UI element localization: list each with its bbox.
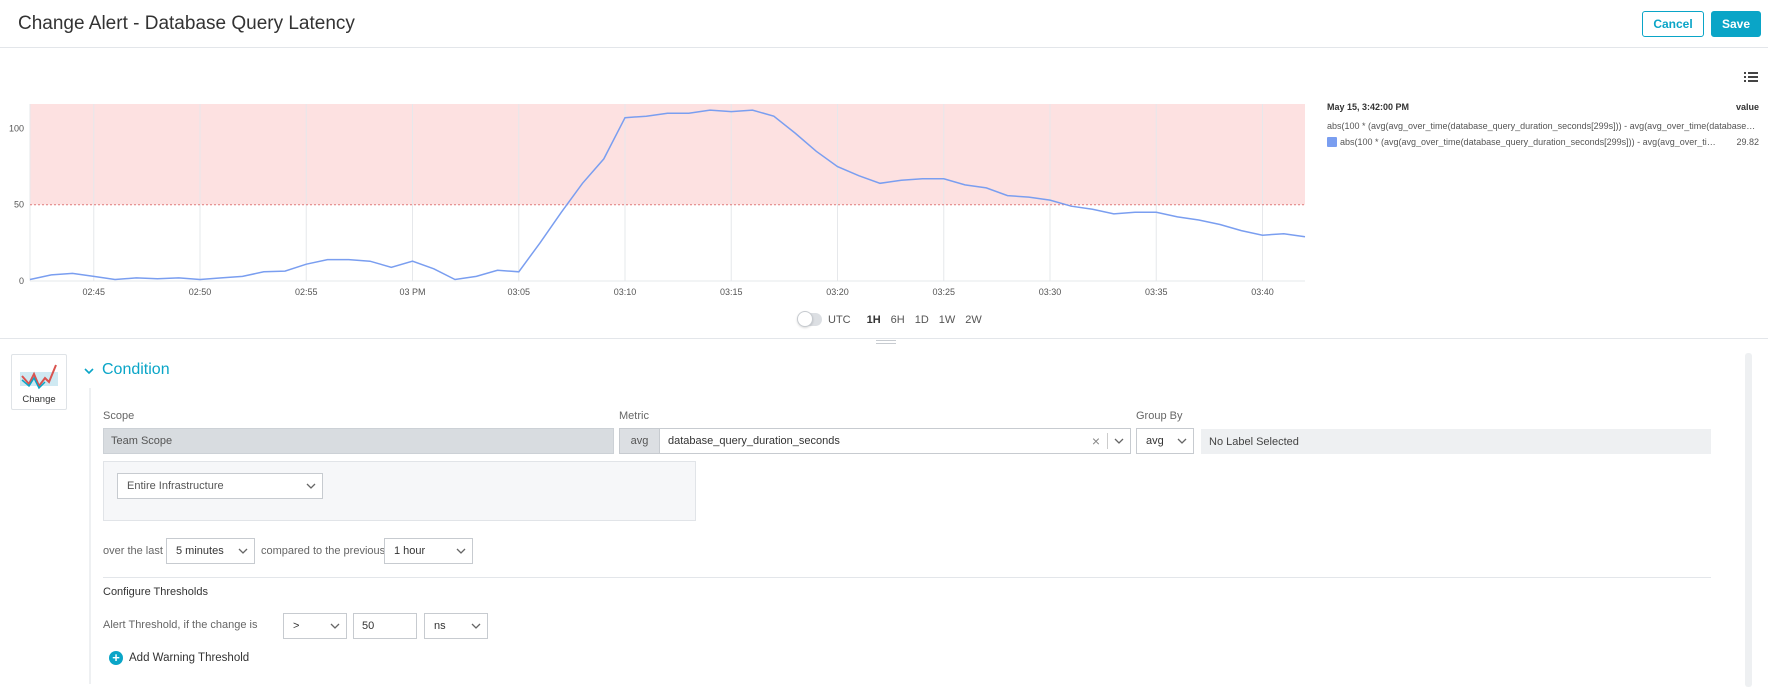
cancel-button[interactable]: Cancel: [1642, 11, 1704, 37]
legend-series-swatch: [1327, 137, 1337, 147]
legend-series-row[interactable]: abs(100 * (avg(avg_over_time(database_qu…: [1327, 134, 1759, 150]
group-by-aggregation[interactable]: avg: [1136, 428, 1194, 454]
metric-label: Metric: [619, 410, 649, 422]
legend-value-header: value: [1735, 102, 1759, 112]
alert-type-card[interactable]: Change: [11, 354, 67, 410]
x-tick-label: 03:05: [507, 287, 530, 297]
x-tick-label: 02:45: [82, 287, 105, 297]
y-tick-label: 50: [14, 200, 24, 210]
x-tick-label: 03:10: [614, 287, 637, 297]
clear-icon[interactable]: ×: [1091, 433, 1101, 449]
metric-aggregation[interactable]: avg: [620, 429, 660, 453]
legend-timestamp: May 15, 3:42:00 PM: [1327, 102, 1410, 112]
chart-legend: May 15, 3:42:00 PM value abs(100 * (avg(…: [1327, 102, 1759, 150]
chevron-down-icon: [306, 483, 316, 489]
infrastructure-select[interactable]: Entire Infrastructure: [117, 473, 323, 499]
change-chart-icon: [20, 364, 58, 390]
over-the-last-label: over the last: [103, 545, 163, 557]
group-by-label: Group By: [1136, 410, 1183, 422]
x-tick-label: 03:15: [720, 287, 743, 297]
chevron-down-icon: [456, 548, 466, 554]
configure-thresholds-title: Configure Thresholds: [103, 586, 208, 598]
x-tick-label: 03:20: [826, 287, 849, 297]
chevron-down-icon: [1177, 438, 1187, 444]
latency-chart[interactable]: 02:45 02:50 02:55 03 PM 03:05 03:10 03:15 03:20…: [0, 90, 1310, 305]
save-button[interactable]: Save: [1711, 11, 1761, 37]
alert-type-label: Change: [22, 394, 56, 405]
range-6h[interactable]: 6H: [890, 313, 905, 326]
scope-label: Scope: [103, 410, 135, 422]
chevron-down-icon[interactable]: [1108, 438, 1130, 445]
range-2w[interactable]: 2W: [965, 313, 982, 326]
chevron-down-icon: [238, 548, 248, 554]
group-by-labels[interactable]: No Label Selected: [1201, 429, 1711, 454]
metric-field[interactable]: avg database_query_duration_seconds ×: [619, 428, 1131, 454]
unit-select-value: ns: [434, 620, 446, 632]
x-tick-label: 02:50: [189, 287, 212, 297]
add-warning-threshold-button[interactable]: + Add Warning Threshold: [109, 651, 249, 665]
operator-select[interactable]: >: [283, 613, 347, 639]
y-tick-label: 100: [9, 123, 24, 133]
comparison-select[interactable]: 1 hour: [384, 538, 473, 564]
infrastructure-select-value: Entire Infrastructure: [127, 480, 224, 492]
time-range-bar: UTC 1H 6H 1D 1W 2W: [797, 311, 992, 327]
legend-list-icon[interactable]: [1744, 70, 1758, 84]
comparison-select-value: 1 hour: [394, 545, 426, 557]
utc-label: UTC: [828, 313, 851, 326]
panel-divider: [0, 338, 1768, 339]
y-tick-label: 0: [19, 276, 24, 286]
add-warning-label: Add Warning Threshold: [129, 652, 250, 664]
duration-select[interactable]: 5 minutes: [166, 538, 255, 564]
chevron-down-icon[interactable]: [84, 367, 94, 375]
plus-icon: +: [109, 651, 123, 665]
duration-select-value: 5 minutes: [176, 545, 224, 557]
x-tick-label: 03:30: [1039, 287, 1062, 297]
condition-left-rule: [89, 388, 91, 684]
resize-grip[interactable]: [876, 340, 896, 344]
series-line: [29, 109, 1306, 281]
chevron-down-icon: [471, 623, 481, 629]
x-tick-label: 02:55: [295, 287, 318, 297]
compared-to-label: compared to the previous: [261, 545, 386, 557]
chevron-down-icon: [330, 623, 340, 629]
threshold-value-input[interactable]: 50: [353, 613, 417, 639]
x-tick-label: 03 PM: [399, 287, 425, 297]
x-tick-label: 03:40: [1251, 287, 1274, 297]
legend-expression: abs(100 * (avg(avg_over_time(database_qu…: [1327, 121, 1759, 131]
utc-toggle[interactable]: [797, 311, 822, 327]
metric-name[interactable]: database_query_duration_seconds: [668, 435, 840, 447]
x-tick-label: 03:25: [932, 287, 955, 297]
x-tick-label: 03:35: [1145, 287, 1168, 297]
operator-select-value: >: [293, 620, 300, 632]
legend-series-value: 29.82: [1736, 137, 1759, 147]
range-1w[interactable]: 1W: [938, 313, 956, 326]
alert-threshold-label: Alert Threshold, if the change is: [103, 619, 258, 631]
range-1h[interactable]: 1H: [866, 313, 881, 326]
group-by-aggregation-value: avg: [1146, 435, 1164, 447]
threshold-band: [30, 104, 1305, 205]
unit-select[interactable]: ns: [424, 613, 488, 639]
header-bar: Change Alert - Database Query Latency Ca…: [0, 0, 1768, 48]
legend-series-label: abs(100 * (avg(avg_over_time(database_qu…: [1340, 137, 1719, 147]
page-title: Change Alert - Database Query Latency: [18, 13, 355, 34]
section-divider: [103, 577, 1711, 578]
range-1d[interactable]: 1D: [914, 313, 929, 326]
scrollbar[interactable]: [1745, 353, 1752, 687]
scope-field[interactable]: Team Scope: [103, 428, 614, 454]
condition-title[interactable]: Condition: [102, 361, 170, 378]
